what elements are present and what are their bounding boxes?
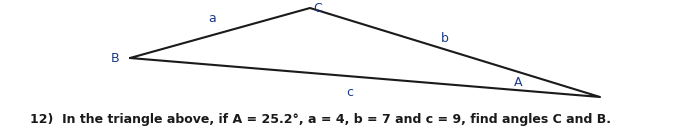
Text: a: a [208,11,216,24]
Text: b: b [441,32,449,45]
Text: c: c [346,87,354,100]
Text: A: A [514,75,522,88]
Text: 12)  In the triangle above, if A = 25.2°, a = 4, b = 7 and c = 9, find angles C : 12) In the triangle above, if A = 25.2°,… [30,114,611,127]
Text: C: C [314,3,323,16]
Text: B: B [111,52,120,65]
